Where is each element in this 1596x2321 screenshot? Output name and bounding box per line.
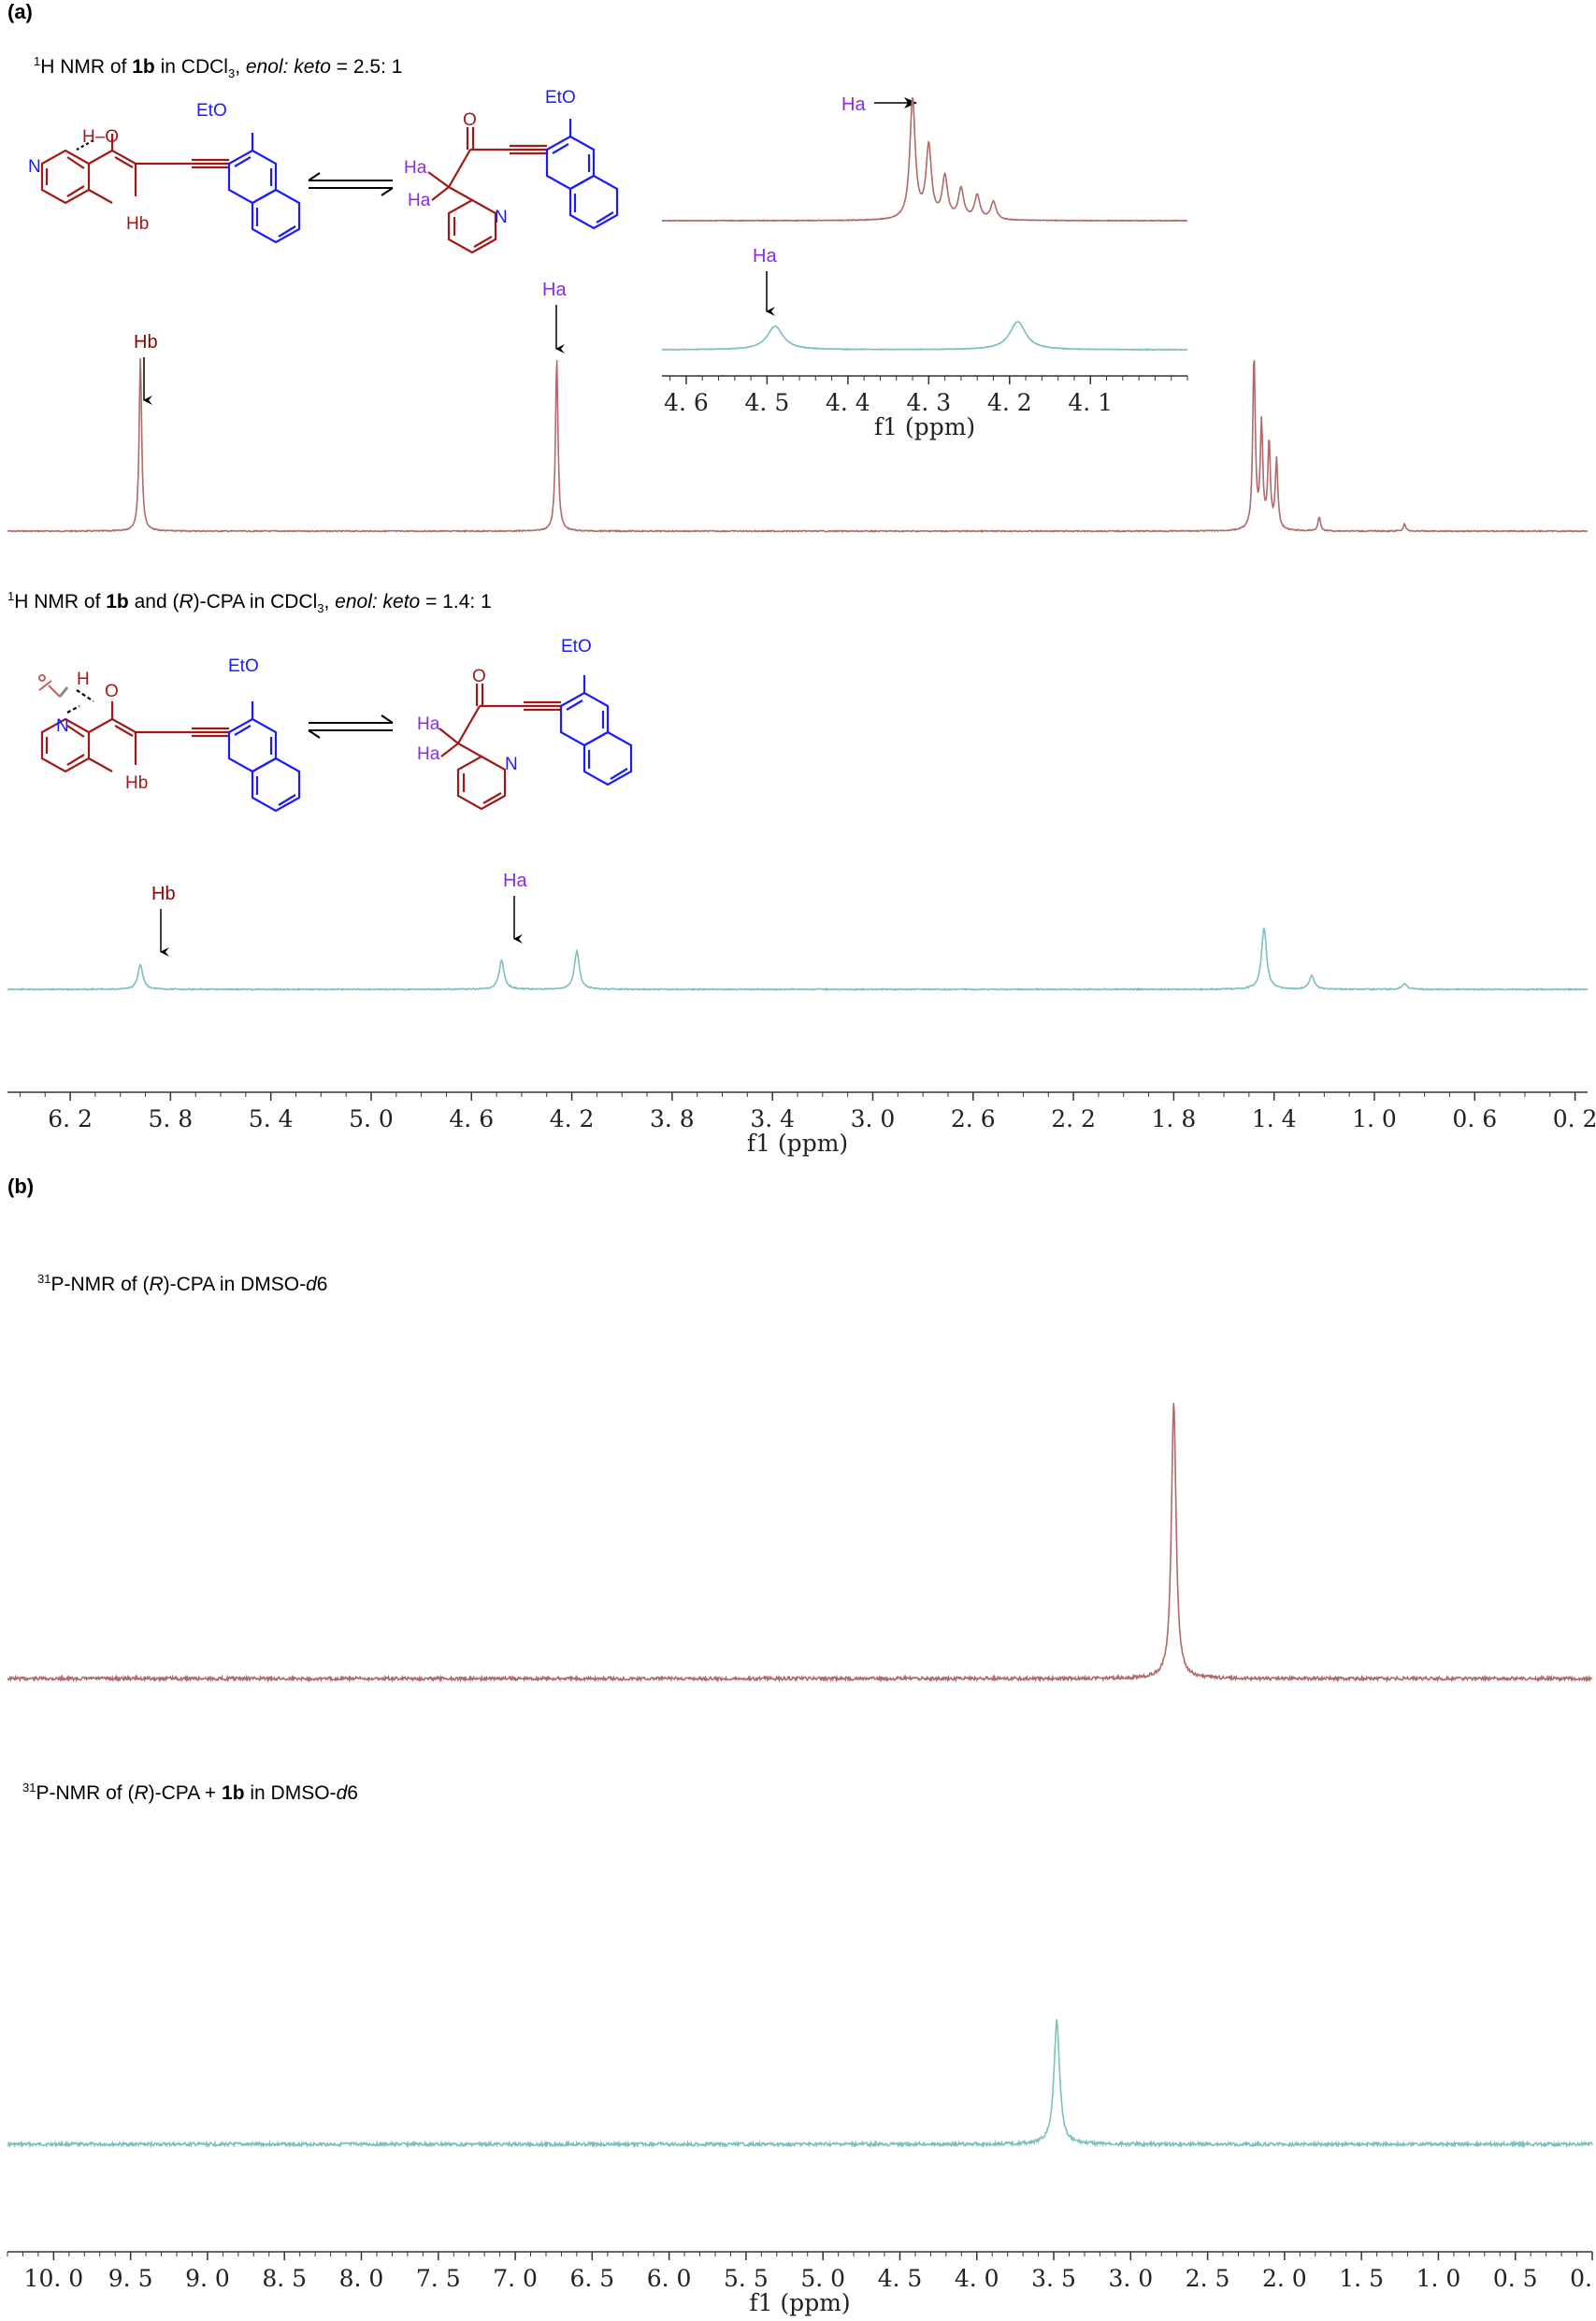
ha-peak-label-bottom: Ha [503, 871, 527, 891]
caption-1h-1b-cpa: 1H NMR of 1b and (R)-CPA in CDCl3, enol:… [7, 589, 492, 616]
x-tick-label: 5. 4 [249, 1105, 294, 1132]
x-tick-label: 1. 4 [1252, 1105, 1297, 1132]
x-tick-label: 4. 2 [550, 1105, 595, 1132]
ha-inset-label-bottom: Ha [753, 246, 777, 267]
x-tick-label: 3. 5 [1031, 2265, 1076, 2292]
spectrum-trace-teal [7, 2019, 1593, 2149]
x-tick-label: 4. 6 [449, 1105, 494, 1132]
caption-31p-cpa-1b: 31P-NMR of (R)-CPA + 1b in DMSO-d6 [22, 1780, 358, 1804]
x-tick-label: 4. 0 [955, 2265, 999, 2292]
x-tick-label: 6. 0 [647, 2265, 692, 2292]
x-tick-label: 3. 4 [750, 1105, 795, 1132]
ha-structure-label-2a: Ha [404, 158, 427, 178]
x-tick-label: 0. 5 [1493, 2265, 1538, 2292]
x-tick-label: 5. 8 [149, 1105, 194, 1132]
x-tick-label: 4. 3 [906, 389, 951, 416]
n-label-3: N [56, 716, 69, 736]
panel-a-label: (a) [7, 0, 33, 23]
x-tick-label: 5. 5 [724, 2265, 769, 2292]
x-tick-label: 10. 0 [24, 2265, 84, 2292]
x-tick-label: 2. 6 [951, 1105, 996, 1132]
ha-inset-label-top: Ha [841, 94, 866, 115]
x-tick-label: 9. 0 [185, 2265, 230, 2292]
x-tick-label: 2. 0 [1262, 2265, 1307, 2292]
ha-peak-label-top: Ha [542, 280, 567, 300]
x-tick-label: 1. 5 [1339, 2265, 1384, 2292]
x-axis-title: f1 (ppm) [749, 2289, 850, 2316]
x-tick-label: 8. 0 [339, 2265, 384, 2292]
x-axis-title: f1 (ppm) [874, 413, 975, 440]
ho-label-1: H–O [82, 127, 119, 147]
caption-31p-cpa: 31P-NMR of (R)-CPA in DMSO-d6 [37, 1272, 328, 1295]
x-tick-label: 3. 0 [851, 1105, 896, 1132]
eto-label-4: EtO [561, 637, 592, 656]
spectrum-trace-teal [7, 928, 1589, 991]
eto-label-2: EtO [545, 88, 576, 108]
ha-structure-label-4b: Ha [417, 744, 440, 764]
equilibrium-arrow-top [308, 172, 394, 196]
equilibrium-arrow-middle [308, 714, 394, 739]
ha-structure-label-2b: Ha [408, 191, 431, 210]
spectrum-trace-red [7, 358, 1589, 534]
x-tick-label: 1. 0 [1416, 2265, 1461, 2292]
x-tick-label: 4. 2 [987, 389, 1032, 416]
o-label-2: O [463, 110, 477, 130]
x-tick-label: 4. 5 [878, 2265, 923, 2292]
x-tick-label: 4. 5 [745, 389, 790, 416]
hb-peak-label-top: Hb [134, 332, 158, 353]
x-tick-label: 4. 4 [826, 389, 870, 416]
hb-structure-label-1: Hb [126, 214, 149, 234]
x-tick-label: 7. 5 [416, 2265, 461, 2292]
spectrum-trace-teal [661, 321, 1188, 352]
x-tick-label: 4. 1 [1068, 389, 1113, 416]
x-tick-label: 0. 0 [1570, 2265, 1596, 2292]
x-tick-label: 0. 6 [1452, 1105, 1497, 1132]
x-tick-label: 0. 2 [1553, 1105, 1596, 1132]
x-axis-title: f1 (ppm) [747, 1130, 848, 1157]
eto-label-1: EtO [196, 101, 227, 121]
x-tick-label: 7. 0 [493, 2265, 538, 2292]
x-tick-label: 8. 5 [262, 2265, 307, 2292]
x-tick-label: 9. 5 [108, 2265, 153, 2292]
x-tick-label: 5. 0 [349, 1105, 394, 1132]
eto-label-3: EtO [228, 656, 259, 676]
o-label-4: O [472, 667, 486, 686]
x-tick-label: 4. 6 [664, 389, 709, 416]
caption-1h-1b: 1H NMR of 1b in CDCl3, enol: keto = 2.5:… [34, 54, 403, 81]
31p-spectra-chart: 10. 0 9. 5 9. 0 8. 5 8. 0 7. 5 7. 0 6. 5 6. 0 5. … [7, 1403, 1596, 2316]
x-tick-label: 2. 2 [1051, 1105, 1096, 1132]
x-tick-label: 2. 5 [1186, 2265, 1230, 2292]
spectrum-trace-red [7, 1403, 1592, 1683]
h-label-3: H [77, 670, 90, 689]
x-tick-label: 6. 2 [48, 1105, 93, 1132]
enol-structure-top [40, 133, 301, 244]
x-tick-label: 3. 8 [650, 1105, 695, 1132]
n-label-2: N [495, 208, 508, 227]
x-tick-label: 1. 0 [1352, 1105, 1397, 1132]
enol-structure-cpa [38, 674, 301, 813]
panel-b-label: (b) [7, 1175, 35, 1198]
o-label-3: O [105, 682, 119, 701]
1h-inset-chart: 4. 6 4. 5 4. 4 4. 3 4. 2 4. 1 f1 (ppm) [661, 96, 1188, 440]
hb-structure-label-3: Hb [125, 773, 148, 793]
x-tick-label: 1. 8 [1152, 1105, 1197, 1132]
n-label-4: N [505, 755, 518, 774]
hb-peak-label-bottom: Hb [151, 884, 176, 904]
spectrum-trace-red [661, 96, 1188, 223]
1h-spectra-chart: 6. 2 5. 8 5. 4 5. 0 4. 6 4. 2 3. 8 3. 4 3. 0 2. 6… [7, 358, 1596, 1157]
keto-structure-middle [439, 675, 633, 811]
x-tick-label: 3. 0 [1108, 2265, 1153, 2292]
ha-structure-label-4a: Ha [417, 714, 440, 734]
x-tick-label: 6. 5 [569, 2265, 614, 2292]
n-label-1: N [28, 157, 41, 177]
x-tick-label: 5. 0 [800, 2265, 845, 2292]
keto-structure-top [427, 119, 619, 254]
